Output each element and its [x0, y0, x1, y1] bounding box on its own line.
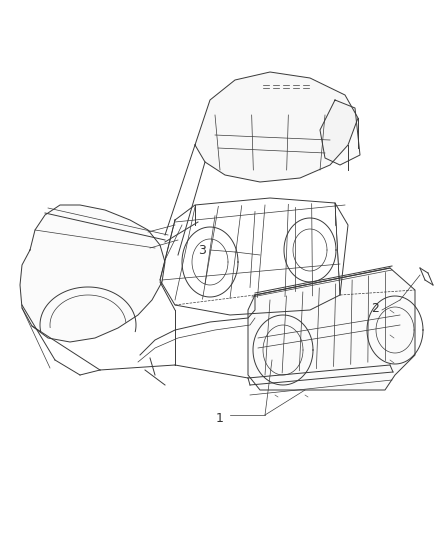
Text: 2: 2 [371, 302, 379, 314]
Text: 3: 3 [198, 244, 206, 256]
Text: 1: 1 [216, 411, 224, 424]
